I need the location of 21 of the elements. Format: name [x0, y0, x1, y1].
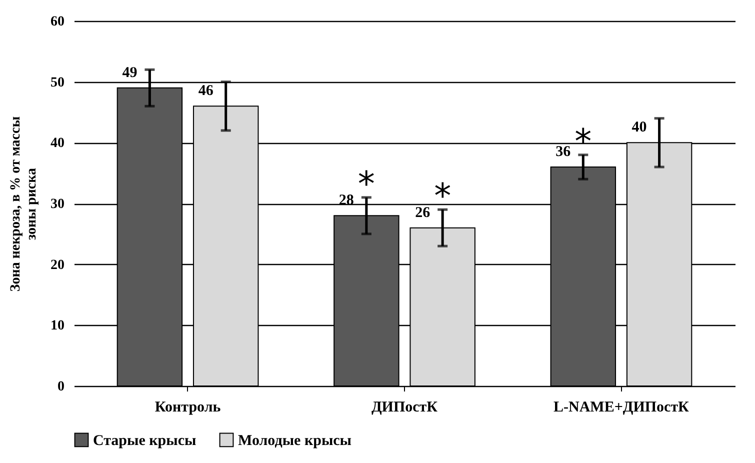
data-label: 36 [556, 144, 572, 160]
y-tick-label: 50 [50, 75, 64, 90]
y-tick-label: 20 [50, 258, 64, 273]
data-label: 40 [632, 120, 647, 136]
annotation: * [434, 176, 452, 217]
x-tick-label: Контроль [154, 400, 221, 416]
data-label: 49 [122, 64, 138, 81]
data-label: 46 [198, 83, 214, 100]
legend-label: Старые крысы [93, 432, 196, 449]
y-axis-title: Зона некроза, в % от массы зоны риска [8, 116, 40, 292]
y-tick-label: 0 [58, 380, 64, 394]
y-tick-label: 60 [50, 14, 64, 30]
legend-label: Молодые крысы [238, 432, 352, 449]
y-tick-label: 40 [50, 136, 64, 152]
annotation: * [358, 164, 375, 204]
y-tick-label: 30 [50, 197, 64, 212]
x-tick-label: L-NAME+ДИПостК [554, 400, 690, 416]
x-tick-label: ДИПостК [371, 400, 438, 416]
data-label: 26 [415, 204, 431, 221]
y-tick-label: 10 [50, 318, 64, 334]
annotation: * [574, 122, 592, 162]
